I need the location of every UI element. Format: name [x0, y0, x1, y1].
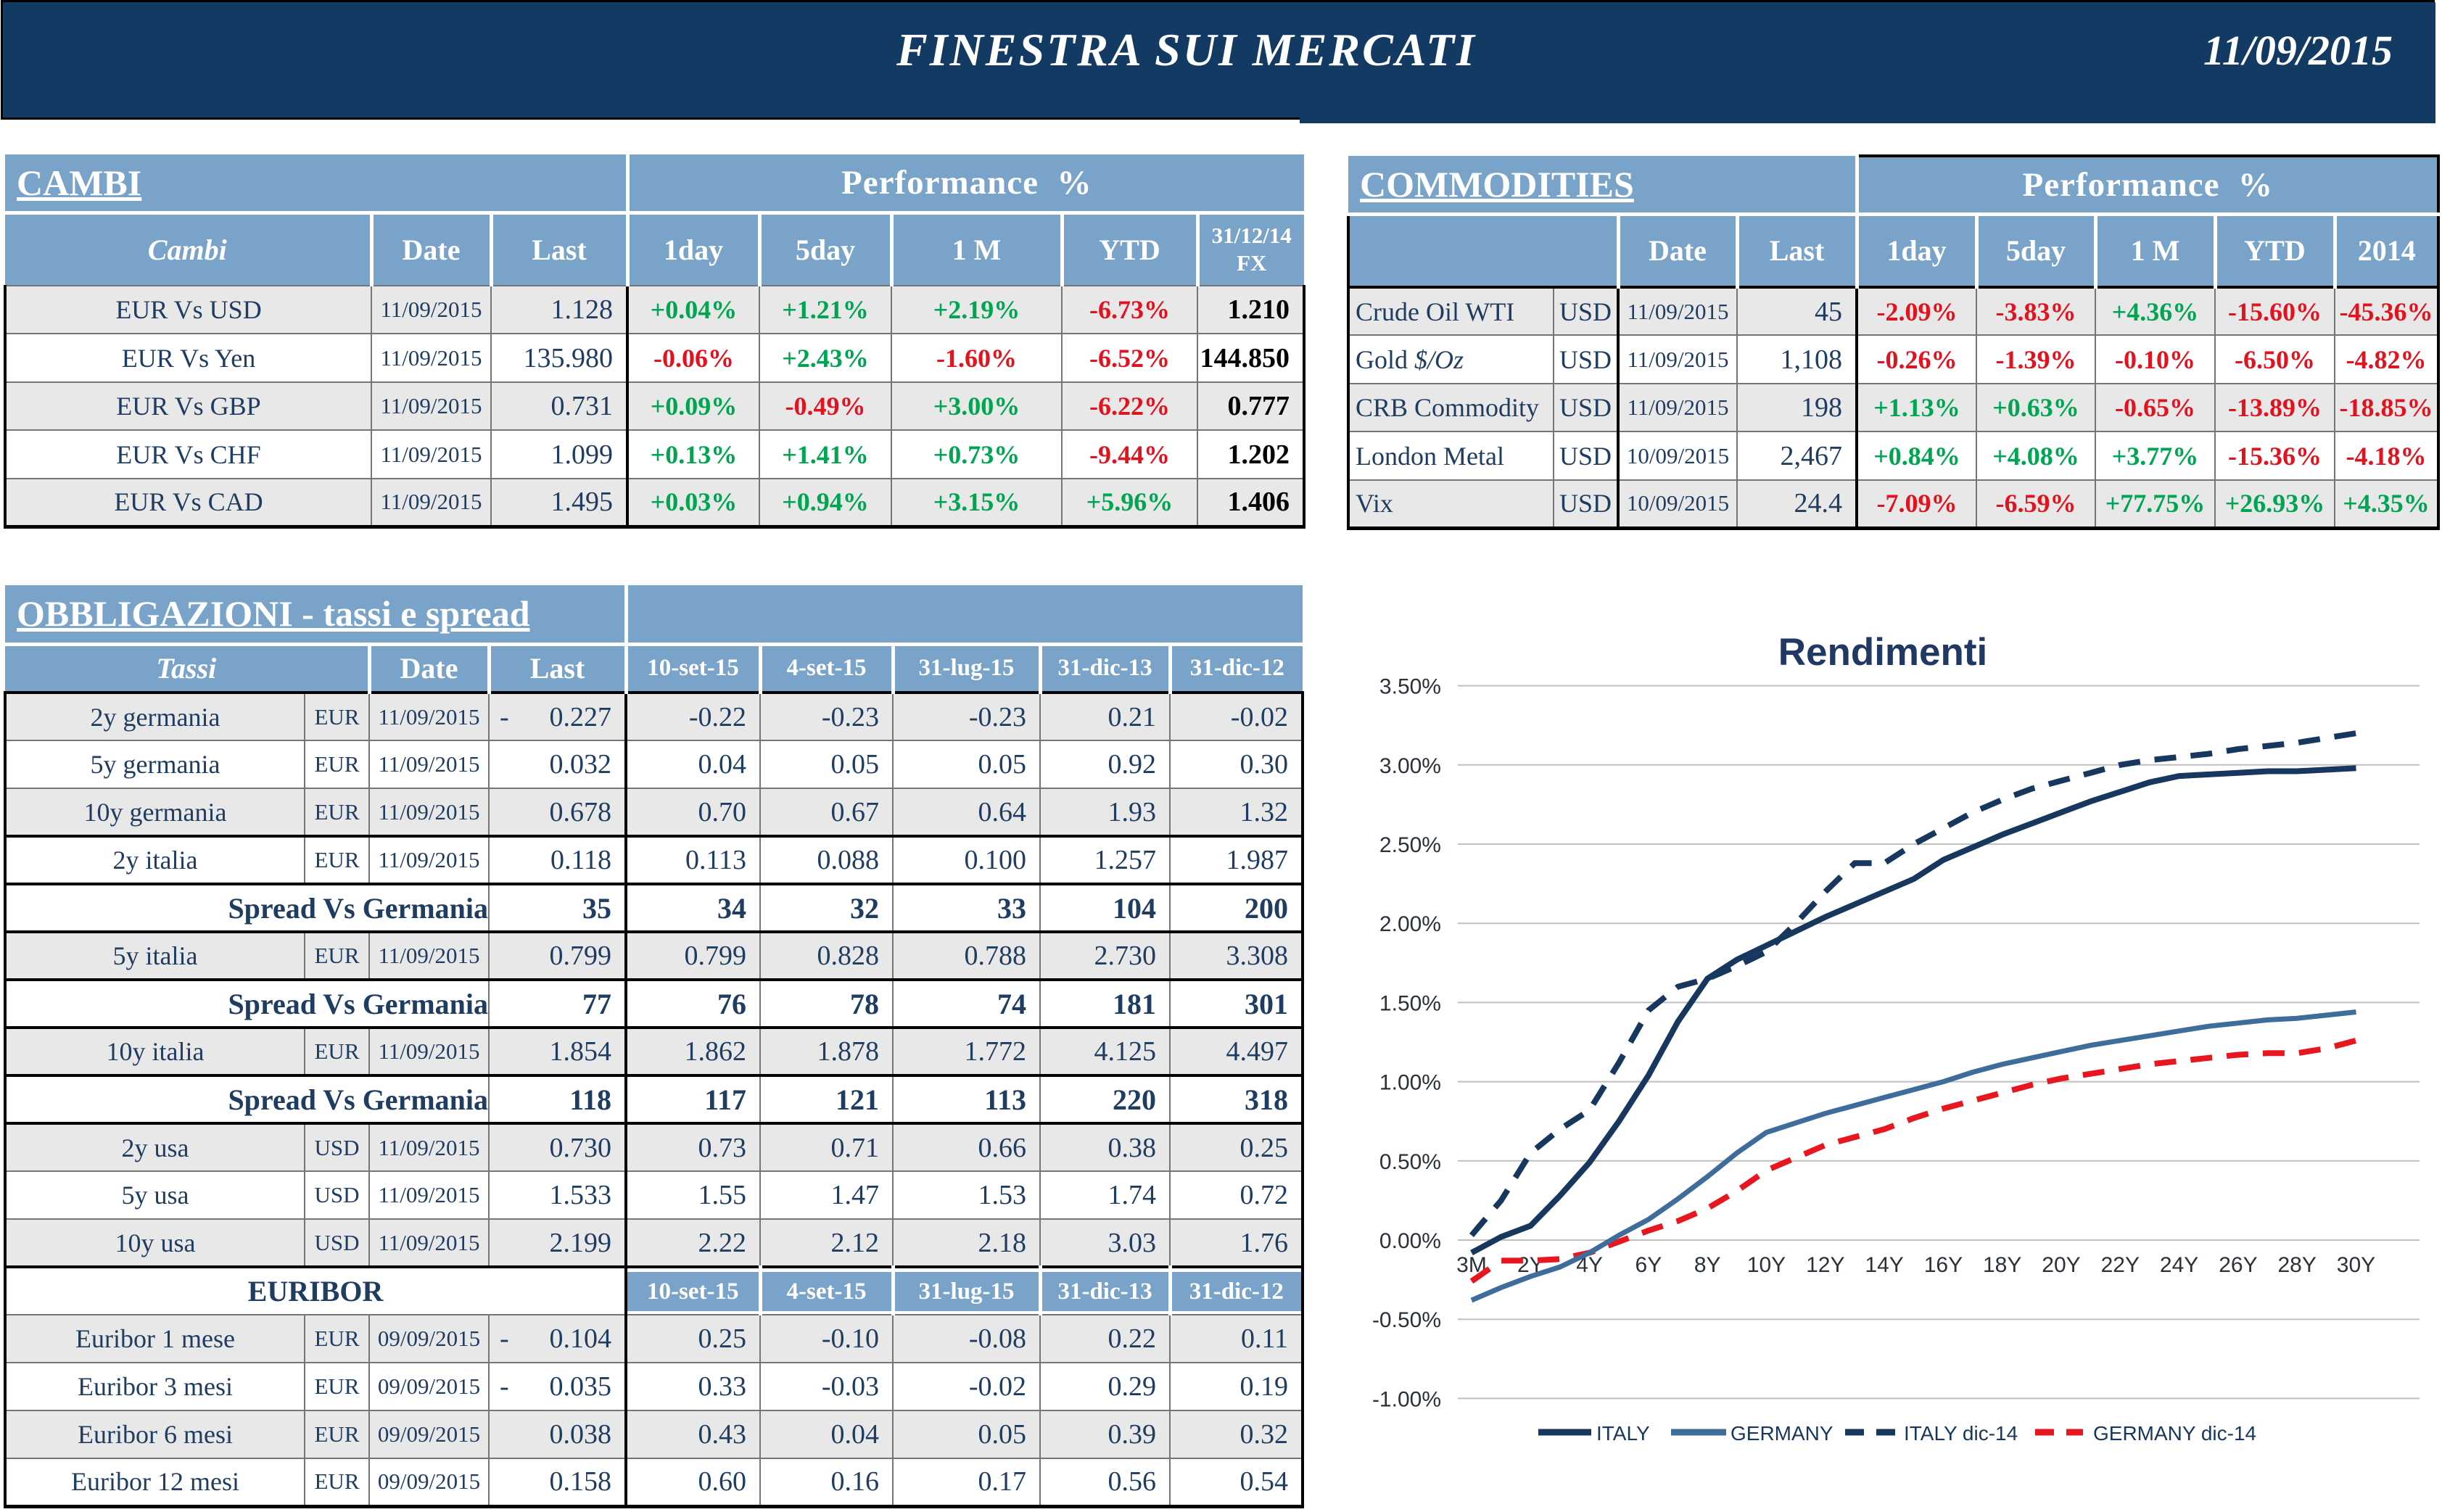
svg-text:28Y: 28Y: [2278, 1253, 2317, 1277]
svg-text:GERMANY: GERMANY: [1731, 1422, 1833, 1445]
svg-text:2.00%: 2.00%: [1379, 912, 1441, 936]
svg-text:2.50%: 2.50%: [1379, 833, 1441, 857]
svg-text:1.50%: 1.50%: [1379, 991, 1441, 1015]
svg-text:ITALY: ITALY: [1596, 1422, 1650, 1445]
svg-text:3.00%: 3.00%: [1379, 754, 1441, 778]
svg-text:20Y: 20Y: [2042, 1253, 2080, 1277]
svg-text:16Y: 16Y: [1924, 1253, 1963, 1277]
svg-text:Rendimenti: Rendimenti: [1778, 631, 1988, 674]
svg-text:24Y: 24Y: [2160, 1253, 2198, 1277]
svg-text:6Y: 6Y: [1635, 1253, 1662, 1277]
svg-text:-0.50%: -0.50%: [1372, 1308, 1441, 1332]
svg-text:14Y: 14Y: [1865, 1253, 1903, 1277]
svg-text:18Y: 18Y: [1983, 1253, 2021, 1277]
svg-text:1.00%: 1.00%: [1379, 1071, 1441, 1095]
svg-text:22Y: 22Y: [2101, 1253, 2140, 1277]
svg-text:26Y: 26Y: [2219, 1253, 2257, 1277]
svg-text:30Y: 30Y: [2337, 1253, 2375, 1277]
svg-text:12Y: 12Y: [1806, 1253, 1844, 1277]
svg-text:0.50%: 0.50%: [1379, 1150, 1441, 1174]
svg-text:-1.00%: -1.00%: [1372, 1387, 1441, 1411]
svg-text:3.50%: 3.50%: [1379, 675, 1441, 699]
svg-text:ITALY dic-14: ITALY dic-14: [1904, 1422, 2018, 1445]
svg-text:10Y: 10Y: [1747, 1253, 1786, 1277]
svg-text:8Y: 8Y: [1694, 1253, 1721, 1277]
svg-text:0.00%: 0.00%: [1379, 1229, 1441, 1253]
svg-text:GERMANY dic-14: GERMANY dic-14: [2093, 1422, 2256, 1445]
